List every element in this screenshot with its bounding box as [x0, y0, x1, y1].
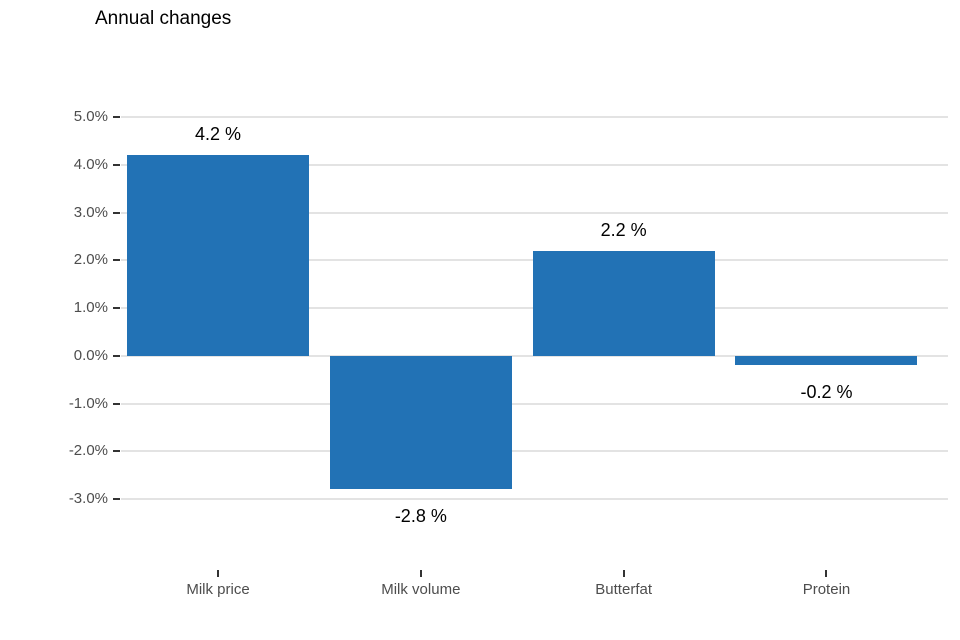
gridline	[121, 498, 948, 500]
y-axis-tick	[113, 450, 120, 453]
bar-butterfat	[532, 250, 715, 356]
y-axis-tick	[113, 163, 120, 166]
x-axis-tick	[622, 570, 625, 577]
bar-milk-volume	[329, 355, 512, 490]
y-axis-tick	[113, 402, 120, 405]
y-axis-label: 1.0%	[73, 299, 108, 316]
x-axis-label-butterfat: Butterfat	[595, 581, 652, 598]
x-axis-tick	[419, 570, 422, 577]
y-axis-tick	[113, 498, 120, 500]
gridline	[121, 450, 948, 453]
value-label-milk-volume: -2.8 %	[394, 506, 447, 527]
value-label-protein: -0.2 %	[800, 382, 853, 403]
x-axis-label-milk-price: Milk price	[186, 581, 250, 598]
y-axis-label: -3.0%	[68, 490, 108, 507]
y-axis-label: 4.0%	[73, 155, 108, 173]
chart-title: Annual changes	[95, 8, 232, 29]
gridline	[121, 163, 948, 166]
y-axis-label: -1.0%	[68, 394, 108, 412]
y-axis-tick	[113, 354, 120, 357]
y-axis-tick	[113, 307, 120, 309]
y-axis-tick	[113, 259, 120, 262]
y-axis-label: -2.0%	[68, 442, 108, 460]
value-label-milk-price: 4.2 %	[194, 124, 242, 145]
y-axis-tick	[113, 211, 120, 214]
gridline	[121, 402, 948, 405]
gridline	[121, 354, 948, 357]
value-label-butterfat: 2.2 %	[600, 219, 647, 240]
bar-milk-price	[127, 155, 309, 356]
y-axis-label: 0.0%	[73, 346, 108, 364]
y-axis-label: 5.0%	[73, 108, 108, 125]
bar-protein	[735, 355, 918, 366]
x-axis-label-protein: Protein	[802, 581, 851, 598]
x-axis-label-milk-volume: Milk volume	[381, 581, 461, 598]
y-axis-label: 3.0%	[73, 203, 108, 221]
y-axis-label: 2.0%	[73, 251, 108, 269]
x-axis-tick	[217, 570, 219, 577]
x-axis-tick	[825, 570, 828, 577]
plot-panel: 4.2 % -2.8 % 2.2 % -0.2 %	[121, 116, 948, 526]
y-axis-tick	[113, 116, 120, 118]
gridline	[121, 116, 948, 118]
gridline	[121, 211, 948, 214]
